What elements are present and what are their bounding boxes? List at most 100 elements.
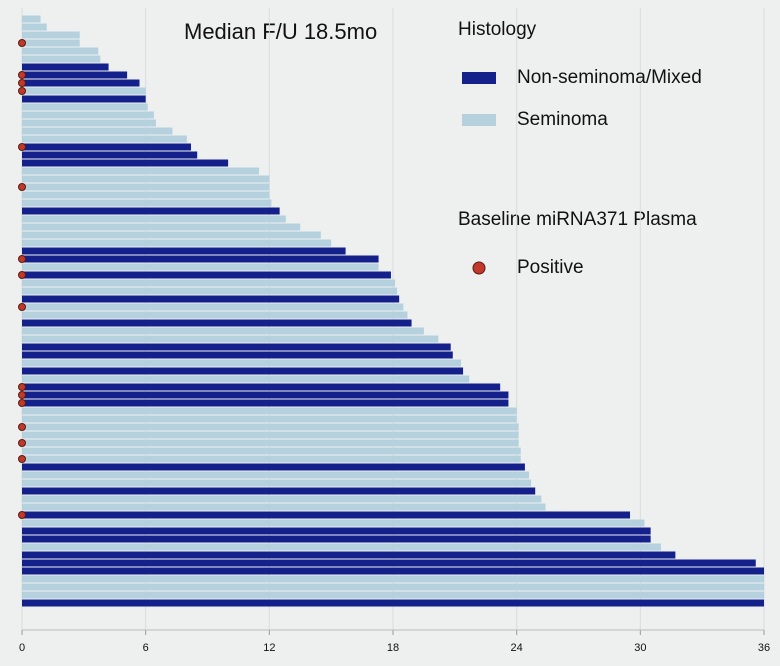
bar: [22, 39, 80, 47]
bar: [22, 527, 651, 535]
bar: [22, 575, 764, 583]
bar: [22, 95, 146, 103]
bar: [22, 487, 536, 495]
bar: [22, 103, 148, 111]
annotation: Median F/U 18.5mo: [184, 19, 377, 44]
bar: [22, 567, 764, 575]
legend-title: Baseline miRNA371 Plasma: [458, 209, 697, 230]
marker: [18, 391, 26, 399]
bar: [22, 543, 661, 551]
bar: [22, 55, 101, 63]
bar: [22, 271, 391, 279]
bar: [22, 447, 521, 455]
bar: [22, 247, 346, 255]
bar: [22, 583, 764, 591]
bar: [22, 15, 41, 23]
bar: [22, 591, 764, 599]
bar: [22, 391, 509, 399]
bar: [22, 295, 400, 303]
bar: [22, 63, 109, 71]
bar: [22, 495, 542, 503]
bar: [22, 407, 517, 415]
bar: [22, 367, 464, 375]
bar: [22, 327, 424, 335]
bar: [22, 135, 187, 143]
bar: [22, 351, 453, 359]
marker: [18, 271, 26, 279]
legend-title: Histology: [458, 19, 537, 40]
bar: [22, 183, 270, 191]
legend-label: Seminoma: [517, 109, 608, 130]
bar: [22, 167, 260, 175]
bar: [22, 463, 525, 471]
bar: [22, 455, 521, 463]
marker: [18, 303, 26, 311]
legend-swatch: [462, 114, 496, 126]
x-tick-label: 12: [263, 642, 275, 654]
bar: [22, 223, 301, 231]
marker: [18, 455, 26, 463]
legend-swatch: [462, 72, 496, 84]
marker: [18, 255, 26, 263]
bar: [22, 519, 645, 527]
marker: [18, 39, 26, 47]
bar: [22, 231, 321, 239]
bar: [22, 143, 192, 151]
bar: [22, 111, 154, 119]
bar: [22, 31, 80, 39]
bar: [22, 535, 651, 543]
x-tick-label: 36: [758, 642, 770, 654]
bar: [22, 151, 198, 159]
bar: [22, 311, 408, 319]
bar: [22, 479, 532, 487]
bar: [22, 559, 756, 567]
bar: [22, 119, 156, 127]
x-tick-label: 6: [143, 642, 149, 654]
bar: [22, 23, 47, 31]
bar: [22, 79, 140, 87]
bar: [22, 175, 270, 183]
bar: [22, 335, 439, 343]
bar: [22, 599, 764, 607]
bar: [22, 415, 517, 423]
bar: [22, 71, 128, 79]
x-tick-label: 24: [511, 642, 523, 654]
marker: [18, 383, 26, 391]
bar: [22, 319, 412, 327]
bar: [22, 471, 530, 479]
bar: [22, 383, 501, 391]
marker: [18, 511, 26, 519]
bar: [22, 423, 519, 431]
marker: [18, 439, 26, 447]
marker: [18, 399, 26, 407]
bar: [22, 263, 379, 271]
bar: [22, 127, 173, 135]
bar: [22, 279, 396, 287]
bar: [22, 359, 462, 367]
marker: [18, 87, 26, 95]
marker: [18, 71, 26, 79]
legend-swatch: [472, 261, 486, 275]
bar: [22, 375, 470, 383]
bar: [22, 191, 270, 199]
legend-label: Positive: [517, 257, 584, 278]
bar: [22, 303, 404, 311]
bar: [22, 239, 332, 247]
x-tick-label: 18: [387, 642, 399, 654]
x-tick-label: 30: [634, 642, 646, 654]
bar: [22, 399, 509, 407]
marker: [18, 183, 26, 191]
marker: [18, 143, 26, 151]
bar: [22, 551, 676, 559]
bar: [22, 431, 519, 439]
bar: [22, 87, 146, 95]
bar: [22, 511, 631, 519]
bar: [22, 207, 280, 215]
legend-label: Non-seminoma/Mixed: [517, 67, 702, 88]
bar: [22, 503, 546, 511]
bar: [22, 255, 379, 263]
bar: [22, 439, 519, 447]
bar: [22, 47, 99, 55]
marker: [18, 423, 26, 431]
